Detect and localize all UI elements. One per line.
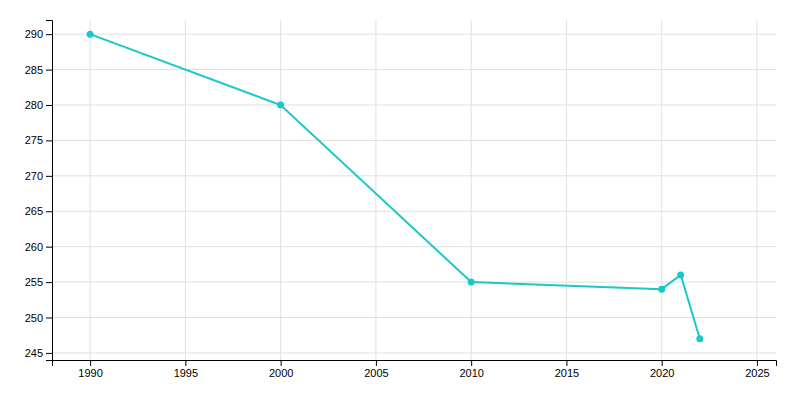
x-tick-label: 2015 bbox=[555, 367, 579, 379]
y-tick: 245 bbox=[25, 347, 52, 359]
point bbox=[677, 272, 684, 279]
x-tick-label: 2000 bbox=[269, 367, 293, 379]
x-tick-label: 2010 bbox=[459, 367, 483, 379]
y-tick-mark bbox=[46, 70, 52, 71]
series bbox=[87, 31, 704, 343]
x-tick-label: 1995 bbox=[174, 367, 198, 379]
x-grid-line bbox=[90, 20, 91, 360]
y-tick-label: 290 bbox=[25, 28, 43, 40]
y-tick-label: 245 bbox=[25, 347, 43, 359]
y-axis-line bbox=[46, 21, 53, 361]
point bbox=[277, 102, 284, 109]
y-tick: 275 bbox=[25, 134, 52, 146]
y-grid-line bbox=[52, 175, 776, 176]
x-tick: 2025 bbox=[745, 360, 769, 379]
y-grid-line bbox=[52, 317, 776, 318]
x-tick-mark bbox=[90, 360, 91, 366]
y-grid-line bbox=[52, 140, 776, 141]
plot-area: 1990 1995 2000 2005 2010 2015 2020 2025 245 250 25… bbox=[25, 20, 777, 379]
y-grid-line bbox=[52, 282, 776, 283]
x-tick: 2005 bbox=[364, 360, 388, 379]
chart: 1990 1995 2000 2005 2010 2015 2020 2025 245 250 25… bbox=[0, 0, 800, 400]
x-axis: 1990 1995 2000 2005 2010 2015 2020 2025 bbox=[53, 360, 777, 379]
y-tick-mark bbox=[46, 211, 52, 212]
grid bbox=[52, 20, 776, 360]
y-tick-mark bbox=[46, 176, 52, 177]
x-axis-line bbox=[53, 361, 777, 367]
x-tick: 1995 bbox=[174, 360, 198, 379]
x-tick-mark bbox=[566, 360, 567, 366]
x-grid-line bbox=[566, 20, 567, 360]
y-tick: 255 bbox=[25, 276, 52, 288]
point bbox=[468, 279, 475, 286]
y-tick-mark bbox=[46, 353, 52, 354]
y-tick-label: 260 bbox=[25, 241, 43, 253]
y-tick: 290 bbox=[25, 28, 52, 40]
y-tick-mark bbox=[46, 318, 52, 319]
y-tick: 270 bbox=[25, 170, 52, 182]
x-tick-label: 2005 bbox=[364, 367, 388, 379]
y-tick-label: 250 bbox=[25, 312, 43, 324]
y-grid-line bbox=[52, 246, 776, 247]
y-grid-line bbox=[52, 34, 776, 35]
y-tick-label: 285 bbox=[25, 64, 43, 76]
y-tick: 250 bbox=[25, 312, 52, 324]
point bbox=[87, 31, 94, 38]
y-tick: 280 bbox=[25, 99, 52, 111]
x-tick: 1990 bbox=[78, 360, 102, 379]
y-tick: 265 bbox=[25, 205, 52, 217]
y-tick-mark bbox=[46, 247, 52, 248]
x-grid-line bbox=[756, 20, 757, 360]
x-tick-mark bbox=[471, 360, 472, 366]
y-tick-label: 265 bbox=[25, 205, 43, 217]
x-grid-line bbox=[185, 20, 186, 360]
point bbox=[658, 286, 665, 293]
x-tick-mark bbox=[757, 360, 758, 366]
y-tick-mark bbox=[46, 282, 52, 283]
x-grid-line bbox=[471, 20, 472, 360]
x-tick-label: 2025 bbox=[745, 367, 769, 379]
x-grid-line bbox=[375, 20, 376, 360]
y-tick-label: 255 bbox=[25, 276, 43, 288]
point bbox=[696, 335, 703, 342]
y-tick: 260 bbox=[25, 241, 52, 253]
y-grid-line bbox=[52, 352, 776, 353]
x-tick: 2015 bbox=[555, 360, 579, 379]
line bbox=[90, 34, 700, 339]
y-tick: 285 bbox=[25, 64, 52, 76]
y-tick-mark bbox=[46, 140, 52, 141]
x-tick-mark bbox=[281, 360, 282, 366]
y-grid-line bbox=[52, 105, 776, 106]
x-tick-mark bbox=[662, 360, 663, 366]
x-tick: 2020 bbox=[650, 360, 674, 379]
y-tick-label: 280 bbox=[25, 99, 43, 111]
y-tick-label: 275 bbox=[25, 134, 43, 146]
x-tick: 2010 bbox=[459, 360, 483, 379]
y-grid-line bbox=[52, 69, 776, 70]
y-tick-mark bbox=[46, 34, 52, 35]
y-grid-line bbox=[52, 211, 776, 212]
y-tick-label: 270 bbox=[25, 170, 43, 182]
x-tick-mark bbox=[185, 360, 186, 366]
x-tick-label: 1990 bbox=[78, 367, 102, 379]
x-grid-line bbox=[661, 20, 662, 360]
x-grid-line bbox=[280, 20, 281, 360]
x-tick-mark bbox=[376, 360, 377, 366]
x-tick: 2000 bbox=[269, 360, 293, 379]
y-axis: 245 250 255 260 265 270 275 280 285 290 bbox=[25, 21, 53, 361]
y-tick-mark bbox=[46, 105, 52, 106]
x-tick-label: 2020 bbox=[650, 367, 674, 379]
